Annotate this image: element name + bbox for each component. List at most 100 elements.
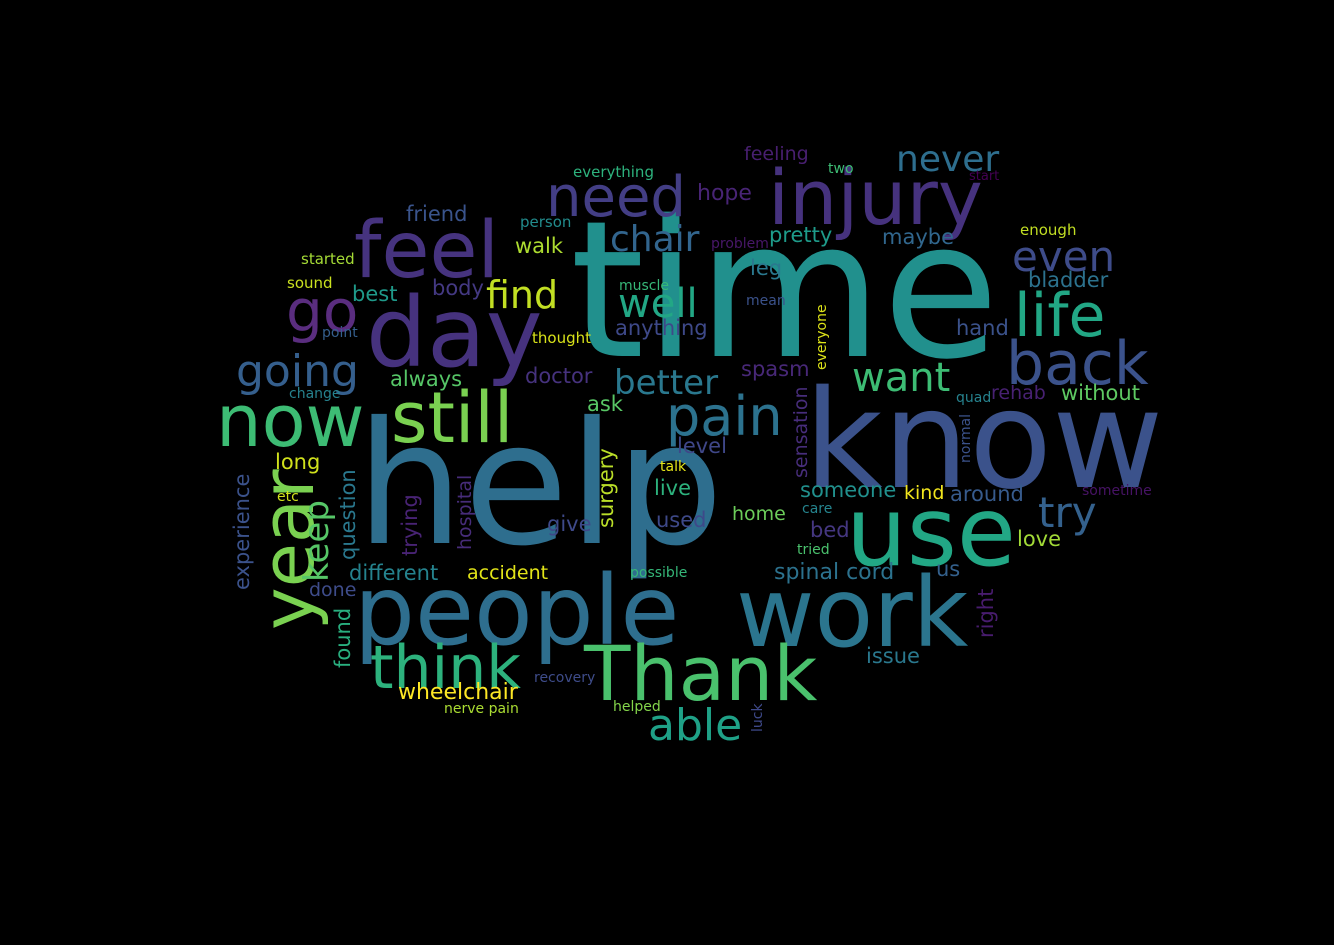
word-started: started bbox=[301, 250, 355, 268]
word-friend: friend bbox=[406, 202, 468, 226]
word-kind: kind bbox=[904, 482, 945, 504]
word-need: need bbox=[546, 165, 686, 230]
word-hospital: hospital bbox=[454, 474, 476, 550]
word-normal: normal bbox=[958, 413, 974, 463]
word-even: even bbox=[1012, 232, 1116, 281]
word-life: life bbox=[1014, 281, 1106, 351]
word-back: back bbox=[1006, 329, 1149, 399]
word-enough: enough bbox=[1020, 221, 1077, 239]
word-recovery: recovery bbox=[534, 670, 596, 686]
word-well: well bbox=[618, 281, 698, 327]
word-walk: walk bbox=[515, 234, 564, 258]
word-possible: possible bbox=[630, 565, 688, 581]
word-sometime: sometime bbox=[1082, 483, 1152, 499]
word-change: change bbox=[289, 386, 341, 402]
word-day: day bbox=[366, 277, 543, 389]
word-pain: pain bbox=[666, 385, 783, 448]
word-experience: experience bbox=[230, 473, 254, 590]
word-find: find bbox=[486, 273, 559, 317]
word-rehab: rehab bbox=[991, 382, 1046, 404]
word-thought: thought bbox=[532, 329, 591, 347]
word-question: question bbox=[336, 469, 360, 560]
word-bed: bed bbox=[810, 518, 850, 542]
word-help: help bbox=[356, 386, 724, 584]
word-nerve-pain: nerve pain bbox=[444, 701, 519, 717]
word-thank: Thank bbox=[584, 629, 818, 718]
word-issue: issue bbox=[866, 644, 920, 668]
word-maybe: maybe bbox=[882, 225, 955, 249]
word-never: never bbox=[896, 139, 1000, 180]
word-now: now bbox=[216, 379, 365, 463]
word-problem: problem bbox=[711, 236, 769, 252]
word-live: live bbox=[654, 476, 692, 500]
word-feeling: feeling bbox=[744, 143, 809, 165]
word-try: try bbox=[1038, 488, 1097, 537]
word-want: want bbox=[852, 355, 951, 401]
word-love: love bbox=[1017, 527, 1062, 551]
word-give: give bbox=[547, 512, 592, 536]
word-talk: talk bbox=[660, 459, 687, 475]
word-chair: chair bbox=[610, 219, 700, 260]
word-use: use bbox=[846, 476, 1016, 588]
word-hand: hand bbox=[956, 316, 1009, 340]
word-person: person bbox=[520, 213, 572, 231]
word-sound: sound bbox=[287, 274, 333, 292]
word-someone: someone bbox=[800, 478, 897, 502]
word-injury: injury bbox=[768, 153, 983, 242]
word-everyone: everyone bbox=[814, 304, 830, 370]
word-surgery: surgery bbox=[594, 448, 618, 528]
word-around: around bbox=[950, 482, 1024, 506]
word-able: able bbox=[648, 700, 743, 751]
word-better: better bbox=[614, 363, 719, 403]
word-know: know bbox=[804, 362, 1164, 520]
word-go: go bbox=[286, 277, 359, 345]
word-used: used bbox=[656, 508, 707, 532]
word-time: time bbox=[570, 180, 1000, 401]
word-pretty: pretty bbox=[769, 223, 833, 247]
word-spasm: spasm bbox=[741, 357, 810, 381]
word-wheelchair: wheelchair bbox=[398, 680, 518, 705]
word-doctor: doctor bbox=[525, 364, 593, 388]
word-ask: ask bbox=[587, 392, 623, 416]
word-long: long bbox=[275, 450, 321, 474]
word-luck: luck bbox=[750, 703, 766, 732]
word-best: best bbox=[352, 282, 398, 306]
word-mean: mean bbox=[746, 293, 786, 309]
word-going: going bbox=[236, 346, 359, 397]
word-helped: helped bbox=[613, 699, 661, 715]
word-always: always bbox=[390, 367, 463, 391]
word-quad: quad bbox=[956, 390, 992, 406]
word-people: people bbox=[354, 555, 680, 667]
word-home: home bbox=[732, 503, 786, 525]
word-think: think bbox=[370, 633, 521, 703]
word-leg: leg bbox=[750, 256, 783, 280]
word-everything: everything bbox=[573, 163, 654, 181]
word-sensation: sensation bbox=[790, 386, 812, 478]
word-accident: accident bbox=[467, 562, 549, 584]
word-level: level bbox=[677, 434, 727, 458]
word-body: body bbox=[432, 276, 484, 300]
word-tried: tried bbox=[797, 542, 830, 558]
word-still: still bbox=[391, 377, 514, 459]
word-anything: anything bbox=[615, 316, 708, 340]
word-muscle: muscle bbox=[619, 278, 670, 294]
word-point: point bbox=[322, 325, 358, 341]
word-care: care bbox=[802, 501, 833, 517]
word-feel: feel bbox=[354, 206, 500, 296]
word-work: work bbox=[736, 557, 969, 669]
word-trying: trying bbox=[398, 494, 422, 556]
word-etc: etc bbox=[277, 489, 299, 505]
word-hope: hope bbox=[697, 181, 752, 206]
word-spinal-cord: spinal cord bbox=[774, 560, 895, 585]
word-bladder: bladder bbox=[1028, 268, 1109, 292]
word-found: found bbox=[331, 607, 355, 668]
word-done: done bbox=[309, 579, 357, 601]
word-different: different bbox=[349, 561, 439, 585]
word-us: us bbox=[936, 557, 961, 581]
word-right: right bbox=[974, 588, 998, 638]
word-keep: keep bbox=[297, 500, 337, 582]
word-without: without bbox=[1061, 381, 1140, 405]
word-start: start bbox=[969, 169, 1000, 184]
word-two: two bbox=[828, 161, 854, 177]
